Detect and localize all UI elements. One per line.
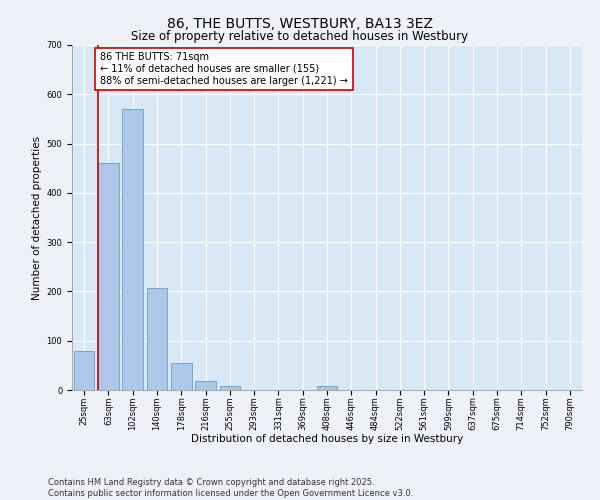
Bar bbox=[171, 363, 191, 390]
Text: Contains HM Land Registry data © Crown copyright and database right 2025.
Contai: Contains HM Land Registry data © Crown c… bbox=[48, 478, 413, 498]
Text: Size of property relative to detached houses in Westbury: Size of property relative to detached ho… bbox=[131, 30, 469, 43]
Text: 86 THE BUTTS: 71sqm
← 11% of detached houses are smaller (155)
88% of semi-detac: 86 THE BUTTS: 71sqm ← 11% of detached ho… bbox=[100, 52, 348, 86]
Y-axis label: Number of detached properties: Number of detached properties bbox=[32, 136, 42, 300]
X-axis label: Distribution of detached houses by size in Westbury: Distribution of detached houses by size … bbox=[191, 434, 463, 444]
Bar bbox=[98, 164, 119, 390]
Text: 86, THE BUTTS, WESTBURY, BA13 3EZ: 86, THE BUTTS, WESTBURY, BA13 3EZ bbox=[167, 18, 433, 32]
Bar bbox=[220, 386, 240, 390]
Bar bbox=[195, 381, 216, 390]
Bar bbox=[122, 109, 143, 390]
Bar bbox=[74, 350, 94, 390]
Bar bbox=[146, 288, 167, 390]
Bar bbox=[317, 386, 337, 390]
